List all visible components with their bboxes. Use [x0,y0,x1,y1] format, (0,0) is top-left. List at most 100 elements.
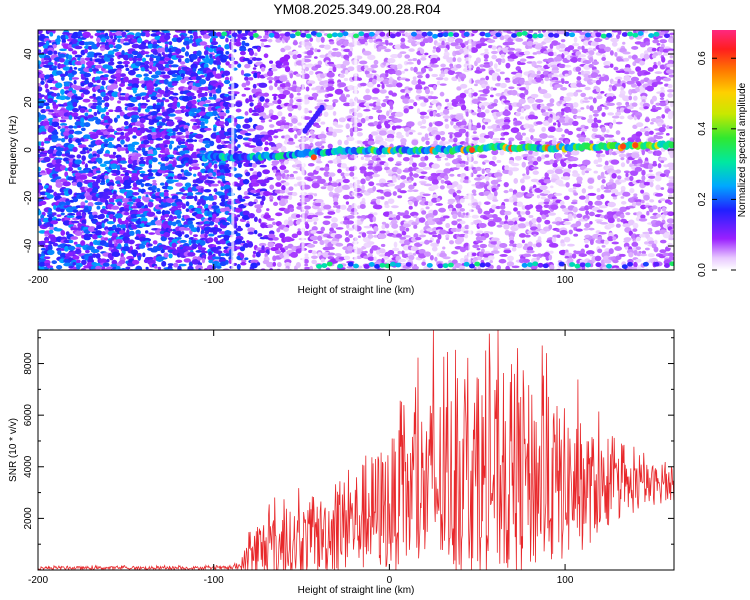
noise-cell [536,156,542,162]
noise-cell [199,78,207,85]
noise-cell [483,134,491,139]
noise-cell [356,112,363,118]
noise-cell [101,222,105,229]
noise-cell [308,194,314,200]
noise-cell [365,115,370,121]
noise-cell [181,95,191,102]
noise-cell [167,263,174,267]
noise-cell [420,171,428,175]
noise-cell [252,201,257,205]
noise-cell [82,89,90,95]
noise-cell [438,38,447,42]
noise-cell [179,239,187,243]
noise-cell [436,158,442,162]
noise-cell [544,172,549,179]
noise-cell [460,104,467,111]
noise-cell [53,50,58,55]
noise-cell [95,221,103,227]
noise-cell [317,133,327,140]
noise-cell [398,212,406,216]
noise-cell [87,226,97,233]
noise-cell [115,43,122,50]
noise-cell [137,43,147,50]
noise-cell [59,165,67,171]
noise-cell [508,86,515,90]
noise-cell [482,88,490,95]
noise-cell [535,138,543,142]
noise-cell [139,92,148,96]
noise-cell [381,83,385,90]
noise-cell [236,134,243,140]
noise-cell [493,190,498,197]
noise-cell [525,221,530,227]
noise-cell [340,204,347,210]
noise-cell [250,262,258,269]
noise-cell [53,191,58,197]
noise-cell [107,144,116,149]
noise-cell [51,173,59,178]
noise-cell [128,222,135,225]
noise-cell [384,48,392,53]
noise-cell [286,141,296,145]
noise-cell [80,201,86,207]
noise-cell [427,126,434,133]
noise-cell [178,141,187,144]
noise-cell [408,184,415,190]
noise-cell [390,54,399,59]
noise-cell [220,197,226,203]
noise-cell [507,255,514,262]
noise-cell [454,38,464,44]
noise-cell [424,239,430,245]
noise-cell [115,76,122,82]
noise-cell [113,34,118,41]
noise-cell [236,150,243,154]
noise-cell [431,73,439,78]
noise-cell [460,44,466,49]
noise-cell [197,171,202,177]
noise-cell [492,137,500,141]
noise-cell [86,60,95,67]
noise-cell [388,42,394,46]
noise-cell [292,40,298,46]
noise-cell [411,79,418,85]
noise-cell [522,175,531,180]
noise-cell [413,233,419,239]
noise-cell [84,112,89,117]
noise-cell [78,115,86,120]
noise-cell [269,124,275,128]
noise-cell [439,217,446,222]
noise-cell [484,48,489,52]
noise-cell [122,42,131,46]
noise-cell [49,32,54,37]
noise-cell [80,59,86,66]
noise-cell [392,247,400,252]
noise-cell [364,30,371,33]
noise-cell [135,32,142,38]
noise-cell [361,232,367,238]
noise-cell [541,30,547,33]
noise-cell [401,250,405,256]
noise-cell [281,116,286,120]
noise-cell [550,185,554,189]
noise-cell [57,125,61,129]
noise-cell [271,68,278,72]
noise-cell [502,110,511,117]
noise-cell [252,254,256,258]
noise-cell [520,185,526,192]
noise-cell [394,111,404,118]
noise-cell [72,261,77,266]
noise-cell [275,182,282,187]
noise-cell [342,178,350,184]
noise-cell [196,148,201,152]
noise-cell [408,105,414,110]
noise-cell [447,231,454,235]
noise-cell [79,223,87,228]
noise-cell [509,239,515,245]
noise-cell [437,233,442,240]
noise-cell [524,89,529,96]
noise-cell [395,134,404,139]
noise-cell [116,164,121,171]
noise-cell [439,83,447,86]
noise-cell [403,60,409,66]
noise-cell [180,176,188,180]
